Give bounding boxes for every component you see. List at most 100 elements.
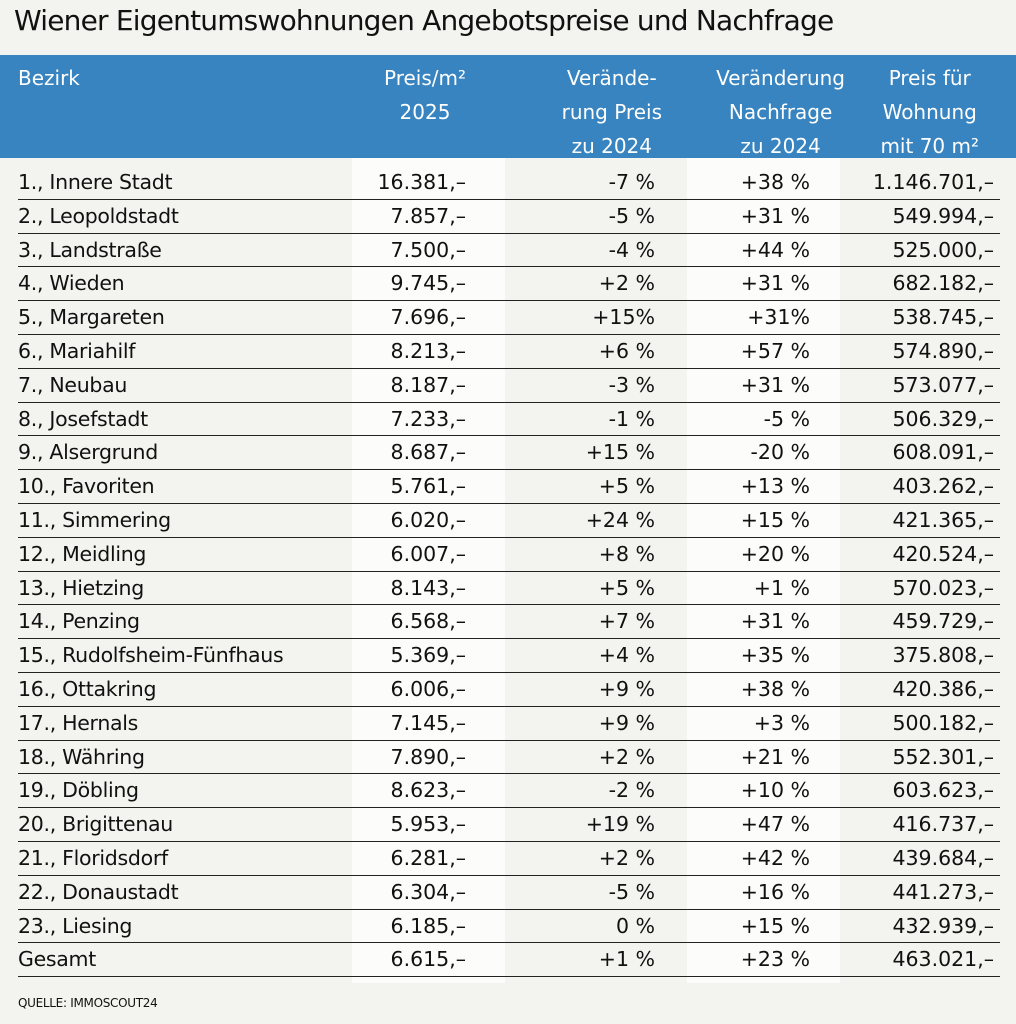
table-row: 16., Ottakring 6.006,– +9 % +38 % 420.386,– xyxy=(18,673,1000,707)
table-row: 4., Wieden 9.745,– +2 % +31 % 682.182,– xyxy=(18,267,1000,302)
cell-price-70m2: 421.365,– xyxy=(892,507,994,532)
cell-price-70m2: 549.994,– xyxy=(892,203,994,228)
cell-price-70m2: 608.091,– xyxy=(892,440,994,465)
table-row: 23., Liesing 6.185,– 0 % +15 % 432.939,– xyxy=(18,910,1000,944)
cell-demand-change: +15 % xyxy=(740,913,810,938)
column-band-price xyxy=(352,158,505,983)
cell-price-change: +5 % xyxy=(598,474,655,499)
cell-price-change: +7 % xyxy=(598,609,655,634)
table-body: 1., Innere Stadt 16.381,– -7 % +38 % 1.146.7… xyxy=(0,166,1016,978)
cell-price-m2: 6.020,– xyxy=(390,507,466,532)
cell-price-change: +9 % xyxy=(598,710,655,735)
cell-bezirk: 18., Währing xyxy=(18,744,145,769)
cell-price-m2: 8.187,– xyxy=(390,372,466,397)
cell-price-change: +8 % xyxy=(598,541,655,566)
cell-demand-change: +38 % xyxy=(740,170,810,194)
cell-demand-change: +31 % xyxy=(740,372,810,397)
cell-price-70m2: 439.684,– xyxy=(892,845,994,870)
cell-price-m2: 5.369,– xyxy=(390,643,466,668)
cell-price-m2: 6.615,– xyxy=(390,947,466,972)
cell-price-m2: 7.145,– xyxy=(390,710,466,735)
cell-price-m2: 8.143,– xyxy=(390,575,466,600)
header-line: zu 2024 xyxy=(740,134,821,158)
cell-price-m2: 6.007,– xyxy=(390,541,466,566)
table-row: Gesamt 6.615,– +1 % +23 % 463.021,– xyxy=(18,943,1000,978)
cell-bezirk: 19., Döbling xyxy=(18,778,139,803)
cell-bezirk: 22., Donaustadt xyxy=(18,879,179,904)
cell-price-70m2: 603.623,– xyxy=(892,778,994,803)
cell-price-change: +9 % xyxy=(598,676,655,701)
cell-bezirk: 5., Margareten xyxy=(18,305,165,330)
cell-demand-change: +31 % xyxy=(740,609,810,634)
cell-price-m2: 7.857,– xyxy=(390,203,466,228)
table-row: 12., Meidling 6.007,– +8 % +20 % 420.524,– xyxy=(18,538,1000,572)
table-row: 7., Neubau 8.187,– -3 % +31 % 573.077,– xyxy=(18,369,1000,403)
header-line: Nachfrage xyxy=(728,100,833,124)
header-line: 2025 xyxy=(399,100,451,124)
cell-demand-change: +31% xyxy=(747,305,810,330)
cell-price-change: +15% xyxy=(592,305,655,330)
header-line: Bezirk xyxy=(18,66,80,90)
cell-price-m2: 5.953,– xyxy=(390,812,466,837)
cell-demand-change: +13 % xyxy=(740,474,810,499)
table-row: 22., Donaustadt 6.304,– -5 % +16 % 441.273,– xyxy=(18,876,1000,910)
table-title: Wiener Eigentumswohnungen Angebotspreise… xyxy=(14,4,834,37)
cell-price-m2: 6.281,– xyxy=(390,845,466,870)
header-price-70m2: Preis für Wohnung mit 70 m² xyxy=(880,61,979,163)
header-price-m2: Preis/m² 2025 xyxy=(384,61,466,129)
cell-price-70m2: 375.808,– xyxy=(892,643,994,668)
cell-price-70m2: 573.077,– xyxy=(892,372,994,397)
cell-bezirk: 3., Landstraße xyxy=(18,237,162,262)
cell-price-70m2: 525.000,– xyxy=(892,237,994,262)
cell-bezirk: 16., Ottakring xyxy=(18,676,157,701)
cell-price-70m2: 682.182,– xyxy=(892,271,994,296)
cell-demand-change: +21 % xyxy=(740,744,810,769)
header-price-change: Verände-rung Preis zu 2024 xyxy=(562,61,662,163)
cell-bezirk: 9., Alsergrund xyxy=(18,440,158,465)
cell-demand-change: +44 % xyxy=(740,237,810,262)
cell-price-70m2: 538.745,– xyxy=(892,305,994,330)
table-row: 8., Josefstadt 7.233,– -1 % -5 % 506.329,– xyxy=(18,403,1000,437)
table-row: 15., Rudolfsheim-Fünfhaus 5.369,– +4 % +35 … xyxy=(18,639,1000,673)
cell-price-m2: 5.761,– xyxy=(390,474,466,499)
table-row: 6., Mariahilf 8.213,– +6 % +57 % 574.890,– xyxy=(18,335,1000,369)
cell-price-change: +2 % xyxy=(598,271,655,296)
cell-price-70m2: 574.890,– xyxy=(892,338,994,363)
cell-price-change: +5 % xyxy=(598,575,655,600)
cell-price-change: -3 % xyxy=(608,372,655,397)
cell-bezirk: 10., Favoriten xyxy=(18,474,155,499)
cell-price-change: +2 % xyxy=(598,845,655,870)
cell-demand-change: +1 % xyxy=(753,575,810,600)
cell-demand-change: +10 % xyxy=(740,778,810,803)
cell-price-70m2: 403.262,– xyxy=(892,474,994,499)
cell-bezirk: 6., Mariahilf xyxy=(18,338,136,363)
cell-price-change: +15 % xyxy=(585,440,655,465)
cell-price-change: +1 % xyxy=(598,947,655,972)
cell-bezirk: 23., Liesing xyxy=(18,913,133,938)
cell-bezirk: 7., Neubau xyxy=(18,372,128,397)
cell-price-70m2: 1.146.701,– xyxy=(872,170,994,194)
cell-bezirk: 13., Hietzing xyxy=(18,575,144,600)
cell-price-m2: 7.500,– xyxy=(390,237,466,262)
table-row: 18., Währing 7.890,– +2 % +21 % 552.301,– xyxy=(18,741,1000,775)
header-demand-change: Veränderung Nachfrage zu 2024 xyxy=(716,61,845,163)
cell-price-change: +2 % xyxy=(598,744,655,769)
table-row: 20., Brigittenau 5.953,– +19 % +47 % 416.737… xyxy=(18,808,1000,842)
source-note: QUELLE: IMMOSCOUT24 xyxy=(18,996,158,1010)
cell-bezirk: 14., Penzing xyxy=(18,609,140,634)
cell-bezirk: 15., Rudolfsheim-Fünfhaus xyxy=(18,643,284,668)
cell-price-m2: 6.304,– xyxy=(390,879,466,904)
cell-price-70m2: 570.023,– xyxy=(892,575,994,600)
cell-price-change: -7 % xyxy=(608,170,655,194)
cell-price-m2: 8.213,– xyxy=(390,338,466,363)
table-row: 10., Favoriten 5.761,– +5 % +13 % 403.262,– xyxy=(18,470,1000,504)
table-row: 17., Hernals 7.145,– +9 % +3 % 500.182,– xyxy=(18,707,1000,741)
cell-bezirk: 11., Simmering xyxy=(18,507,171,532)
table-row: 14., Penzing 6.568,– +7 % +31 % 459.729,– xyxy=(18,605,1000,640)
cell-bezirk: 4., Wieden xyxy=(18,271,125,296)
header-bezirk: Bezirk xyxy=(18,61,80,95)
table-row: 13., Hietzing 8.143,– +5 % +1 % 570.023,– xyxy=(18,572,1000,606)
cell-price-m2: 6.185,– xyxy=(390,913,466,938)
table-row: 2., Leopoldstadt 7.857,– -5 % +31 % 549.994,… xyxy=(18,200,1000,234)
cell-bezirk: 17., Hernals xyxy=(18,710,139,735)
